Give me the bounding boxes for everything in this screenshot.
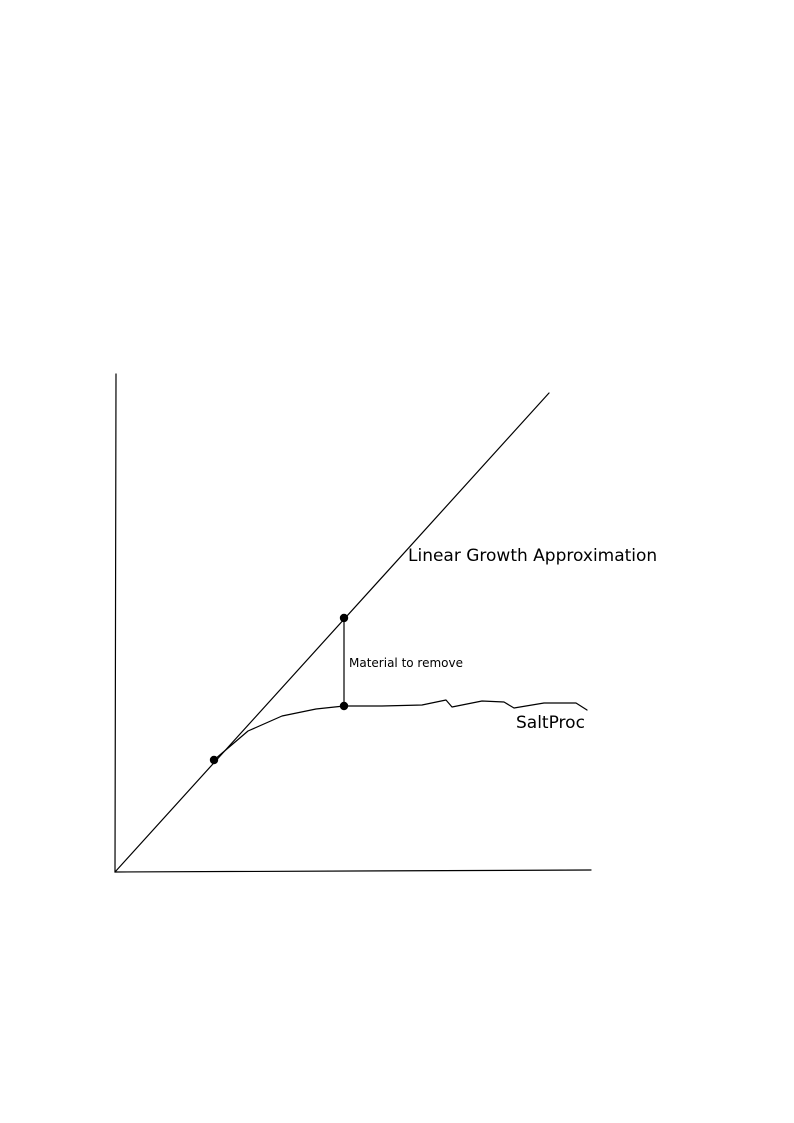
linear-point: [339, 613, 349, 623]
linear-growth-label: Linear Growth Approximation: [408, 546, 657, 566]
material-to-remove-label: Material to remove: [349, 656, 463, 670]
x-axis: [114, 869, 592, 873]
saltproc-curve: [213, 699, 588, 761]
y-axis: [114, 373, 117, 873]
linear-growth-line: [114, 392, 550, 873]
saltproc-point: [339, 701, 349, 711]
saltproc-label: SaltProc: [516, 713, 585, 733]
intersection-point: [209, 755, 219, 765]
